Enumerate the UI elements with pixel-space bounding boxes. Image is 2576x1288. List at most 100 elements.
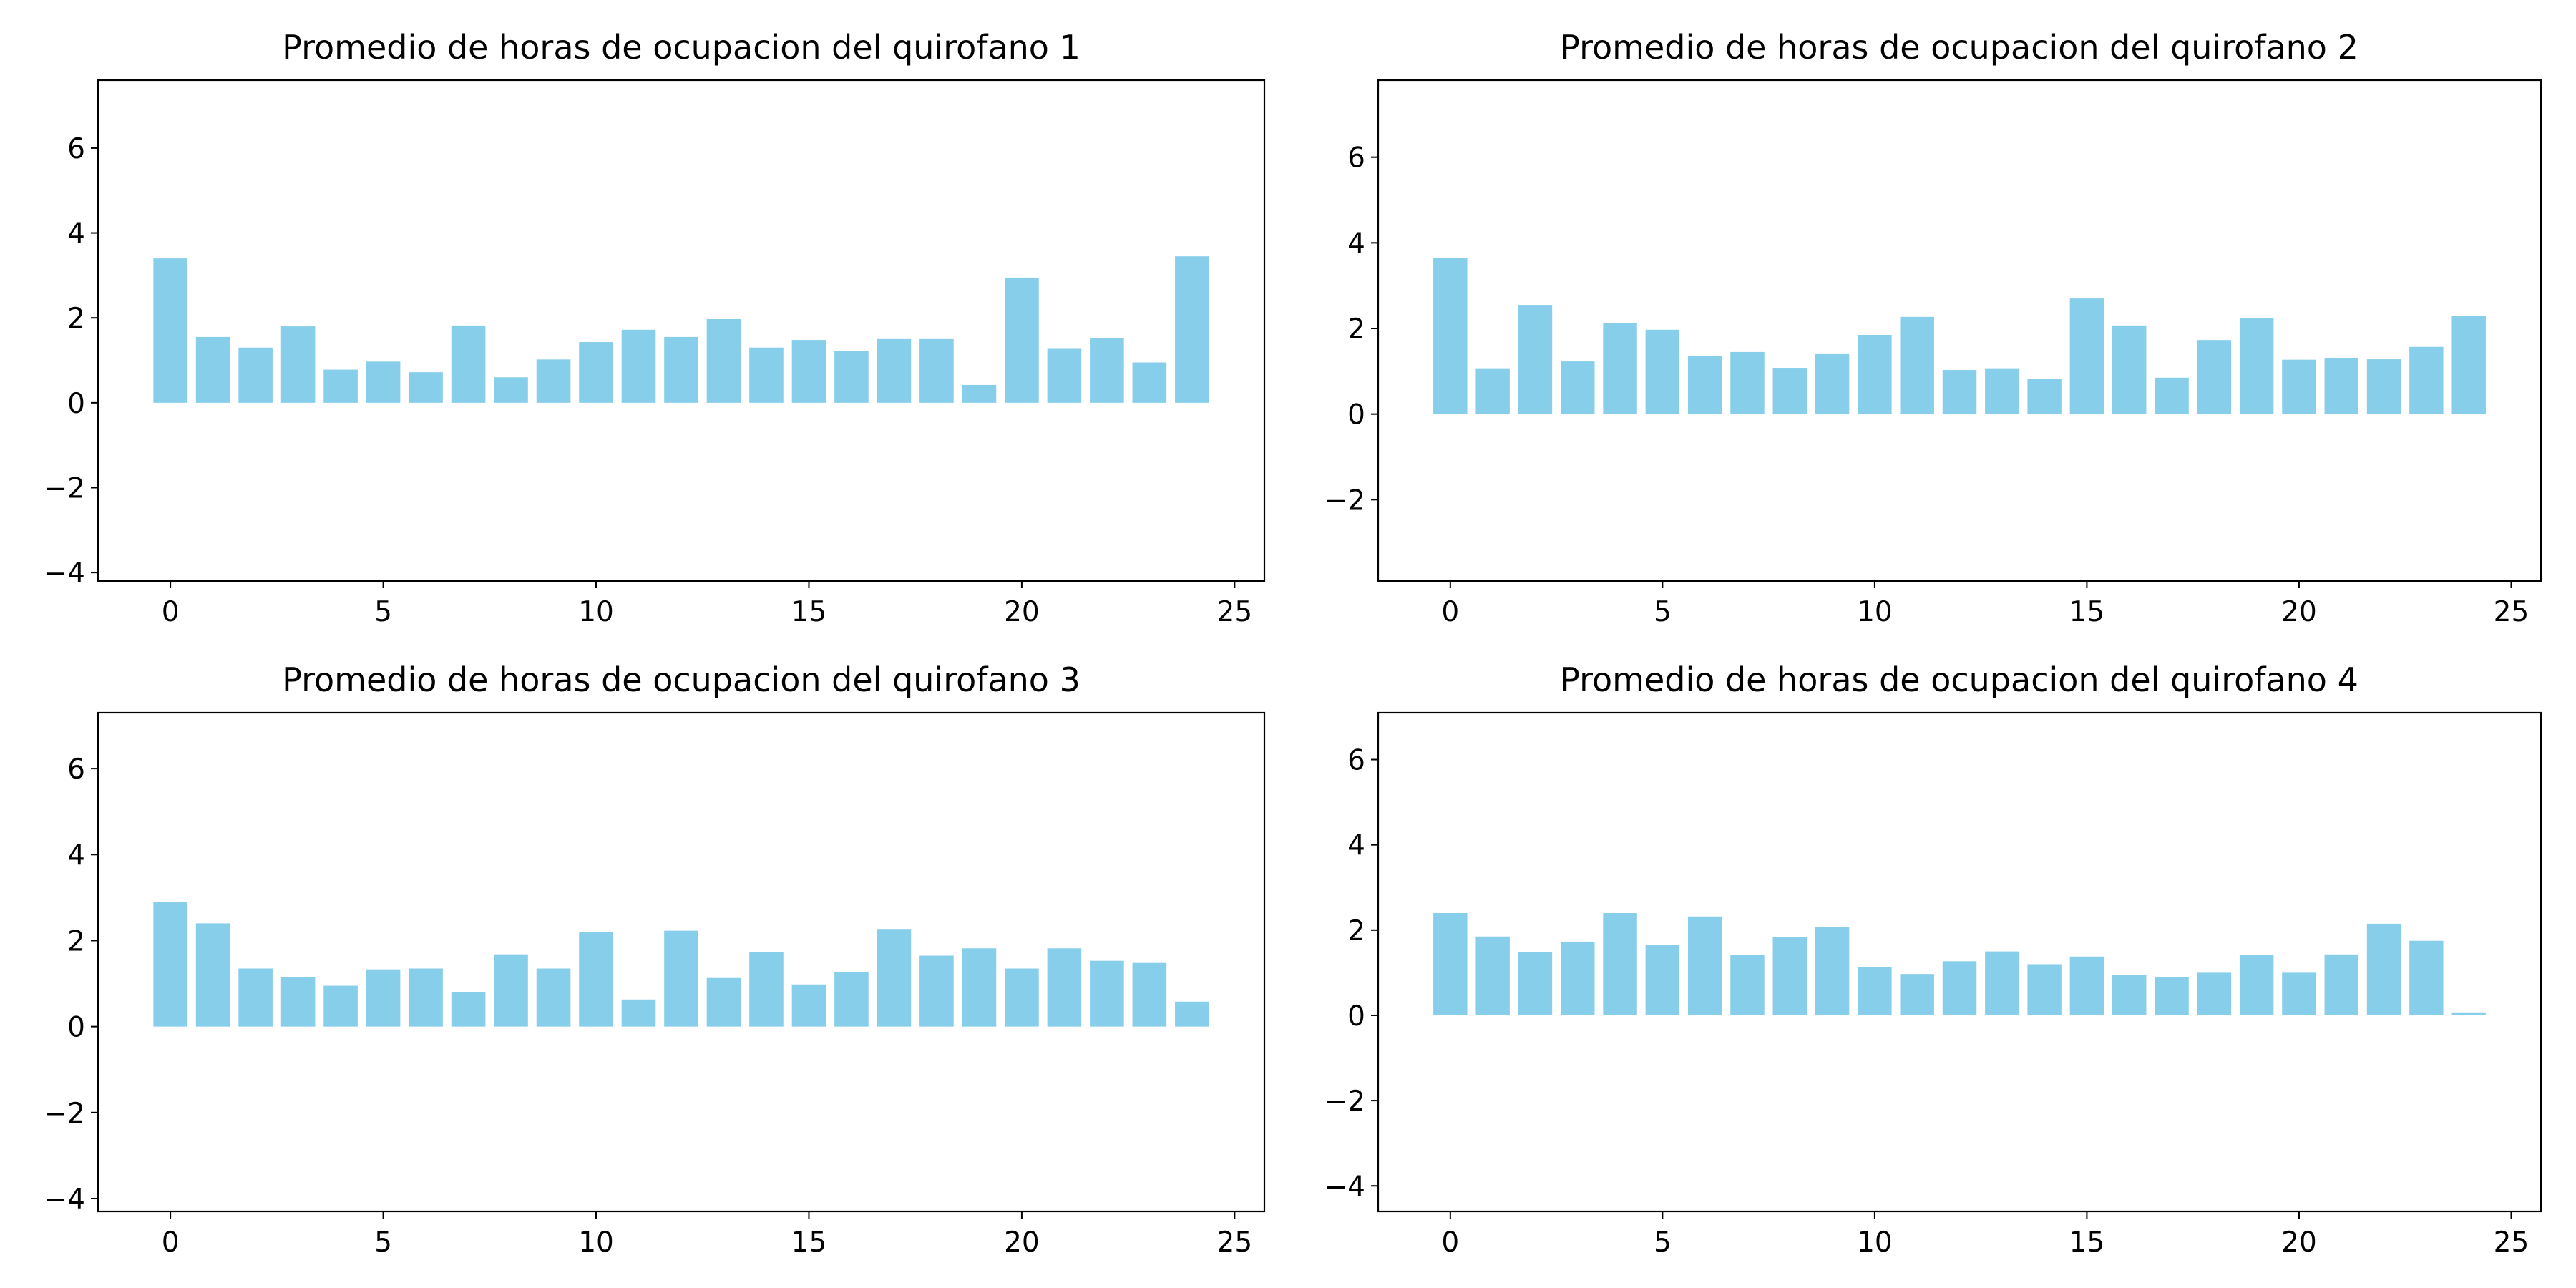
chart-4-ytick-label: 6 xyxy=(1347,745,1365,777)
chart-2-bar-23 xyxy=(2409,346,2444,414)
chart-4-bar-1 xyxy=(1475,936,1510,1015)
chart-3-title: Promedio de horas de ocupacion del quiro… xyxy=(282,660,1080,699)
chart-3-bar-5 xyxy=(366,969,401,1027)
chart-3-bar-12 xyxy=(664,930,698,1027)
chart-3-xtick-label: 0 xyxy=(162,1226,180,1259)
chart-1-bar-18 xyxy=(919,338,954,403)
chart-1-bar-2 xyxy=(238,347,273,403)
chart-panel-4: Promedio de horas de ocupacion del quiro… xyxy=(1288,644,2576,1288)
chart-1-bar-15 xyxy=(791,340,826,403)
chart-4-bar-22 xyxy=(2366,923,2401,1015)
chart-3-ytick-label: 4 xyxy=(67,839,85,872)
chart-1-xtick-label: 0 xyxy=(162,596,180,628)
chart-4-svg: Promedio de horas de ocupacion del quiro… xyxy=(1324,660,2542,1259)
chart-1-bar-19 xyxy=(962,384,997,403)
chart-4-ytick-label: −2 xyxy=(1324,1085,1366,1118)
chart-1-bar-24 xyxy=(1175,256,1209,403)
chart-4-bar-23 xyxy=(2409,940,2444,1015)
chart-1-bar-0 xyxy=(153,258,187,403)
chart-2-bar-20 xyxy=(2282,359,2316,414)
chart-2-xtick-label: 0 xyxy=(1441,596,1459,628)
chart-3-bar-13 xyxy=(706,977,741,1027)
chart-1-bar-5 xyxy=(366,361,401,403)
chart-panel-3: Promedio de horas de ocupacion del quiro… xyxy=(0,644,1288,1288)
chart-1-bar-3 xyxy=(280,326,316,403)
chart-1-xtick-label: 25 xyxy=(1217,596,1253,628)
chart-3-ytick-label: 0 xyxy=(67,1012,85,1044)
chart-1-frame xyxy=(97,79,1266,582)
chart-1-xtick-label: 15 xyxy=(791,596,827,628)
chart-3-svg: Promedio de horas de ocupacion del quiro… xyxy=(44,660,1266,1259)
chart-4-frame xyxy=(1377,711,2542,1213)
chart-2-ytick-label: −2 xyxy=(1324,484,1366,517)
chart-4-bar-5 xyxy=(1645,945,1680,1015)
chart-2-bar-7 xyxy=(1730,351,1765,414)
chart-3-xtick-label: 15 xyxy=(791,1226,827,1259)
chart-4-bar-12 xyxy=(1942,961,1977,1015)
chart-2-bar-12 xyxy=(1942,370,1977,414)
chart-2-xtick-label: 15 xyxy=(2069,596,2105,628)
chart-3-bar-21 xyxy=(1047,948,1082,1027)
chart-1-bar-14 xyxy=(749,347,784,403)
chart-2-bar-6 xyxy=(1687,356,1722,414)
chart-1-bar-17 xyxy=(877,338,912,403)
chart-4-bar-21 xyxy=(2324,954,2358,1015)
chart-1-xtick-label: 20 xyxy=(1004,596,1040,628)
chart-3-bar-23 xyxy=(1132,962,1167,1027)
chart-4-bar-18 xyxy=(2197,972,2232,1015)
chart-4-title: Promedio de horas de ocupacion del quiro… xyxy=(1560,660,2358,699)
chart-4-bar-20 xyxy=(2282,972,2316,1015)
chart-4-bar-8 xyxy=(1772,937,1807,1015)
chart-3-bar-4 xyxy=(323,985,358,1027)
chart-3-xtick-label: 20 xyxy=(1004,1226,1040,1259)
chart-1-ytick-label: 4 xyxy=(67,218,85,250)
chart-2-bar-15 xyxy=(2069,298,2104,414)
chart-3-xtick-label: 25 xyxy=(1217,1226,1253,1259)
chart-3-bar-10 xyxy=(579,932,613,1027)
chart-2-svg: Promedio de horas de ocupacion del quiro… xyxy=(1324,28,2542,628)
chart-4-bar-3 xyxy=(1561,941,1595,1015)
chart-3-bar-1 xyxy=(195,923,230,1027)
chart-2-ytick-label: 0 xyxy=(1347,399,1365,431)
chart-1-xtick-label: 5 xyxy=(374,596,392,628)
chart-3-bar-17 xyxy=(877,929,912,1027)
chart-4-bar-2 xyxy=(1518,952,1553,1015)
chart-1-bar-21 xyxy=(1047,348,1082,403)
chart-4-xtick-label: 25 xyxy=(2494,1226,2529,1259)
chart-2-xtick-label: 5 xyxy=(1654,596,1672,628)
chart-3-xtick-label: 5 xyxy=(374,1226,392,1259)
chart-2-bar-9 xyxy=(1815,353,1850,414)
chart-4-bar-10 xyxy=(1858,967,1892,1015)
chart-1-ytick-label: −2 xyxy=(44,472,86,504)
chart-3-bar-18 xyxy=(919,955,954,1027)
chart-2-bar-8 xyxy=(1772,368,1807,414)
chart-2-bar-1 xyxy=(1475,368,1510,414)
chart-1-bar-12 xyxy=(664,336,698,403)
chart-1-bar-6 xyxy=(409,372,443,403)
chart-3-bar-0 xyxy=(153,902,187,1027)
chart-3-xtick-label: 10 xyxy=(578,1226,614,1259)
chart-2-ytick-label: 4 xyxy=(1347,228,1365,260)
chart-2-bar-11 xyxy=(1900,316,1934,414)
chart-1-bar-4 xyxy=(323,369,358,403)
chart-2-bar-14 xyxy=(2027,379,2062,414)
chart-3-bar-9 xyxy=(536,968,571,1027)
chart-2-bar-5 xyxy=(1645,329,1680,414)
chart-2-bar-19 xyxy=(2239,318,2274,414)
chart-4-ytick-label: 0 xyxy=(1347,1000,1365,1033)
chart-4-bar-0 xyxy=(1433,912,1468,1015)
chart-4-bar-6 xyxy=(1687,916,1722,1015)
chart-1-bar-22 xyxy=(1090,338,1124,403)
chart-4-xtick-label: 15 xyxy=(2069,1226,2105,1259)
chart-2-frame xyxy=(1377,79,2542,582)
chart-1-ytick-label: 2 xyxy=(67,303,85,335)
chart-4-bar-16 xyxy=(2112,975,2147,1015)
chart-1-bar-1 xyxy=(195,336,230,403)
chart-3-ytick-label: 2 xyxy=(67,925,85,957)
chart-4-bar-14 xyxy=(2027,964,2062,1015)
chart-1-ytick-label: 0 xyxy=(67,388,85,420)
chart-1-xtick-label: 10 xyxy=(578,596,614,628)
chart-1-svg: Promedio de horas de ocupacion del quiro… xyxy=(44,28,1266,628)
chart-4-ytick-label: 4 xyxy=(1347,830,1365,862)
chart-4-bar-9 xyxy=(1815,927,1850,1015)
